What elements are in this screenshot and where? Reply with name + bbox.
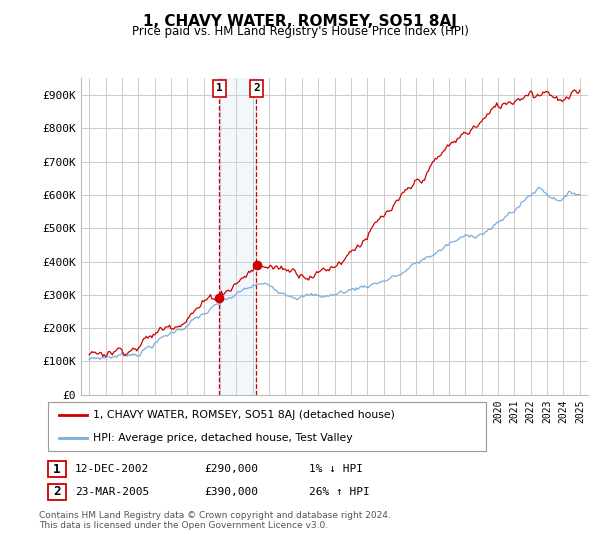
Text: 2: 2 [253,83,260,94]
Text: HPI: Average price, detached house, Test Valley: HPI: Average price, detached house, Test… [93,433,353,444]
Text: 1: 1 [216,83,223,94]
Text: 26% ↑ HPI: 26% ↑ HPI [309,487,370,497]
Text: Price paid vs. HM Land Registry's House Price Index (HPI): Price paid vs. HM Land Registry's House … [131,25,469,38]
Text: 1% ↓ HPI: 1% ↓ HPI [309,464,363,474]
Text: £390,000: £390,000 [204,487,258,497]
Text: 1, CHAVY WATER, ROMSEY, SO51 8AJ: 1, CHAVY WATER, ROMSEY, SO51 8AJ [143,14,457,29]
Text: 23-MAR-2005: 23-MAR-2005 [75,487,149,497]
Text: 1: 1 [53,463,61,476]
Text: 2: 2 [53,485,61,498]
Text: Contains HM Land Registry data © Crown copyright and database right 2024.
This d: Contains HM Land Registry data © Crown c… [39,511,391,530]
Text: 12-DEC-2002: 12-DEC-2002 [75,464,149,474]
Text: 1, CHAVY WATER, ROMSEY, SO51 8AJ (detached house): 1, CHAVY WATER, ROMSEY, SO51 8AJ (detach… [93,410,395,421]
Text: £290,000: £290,000 [204,464,258,474]
Bar [219,78,256,395]
